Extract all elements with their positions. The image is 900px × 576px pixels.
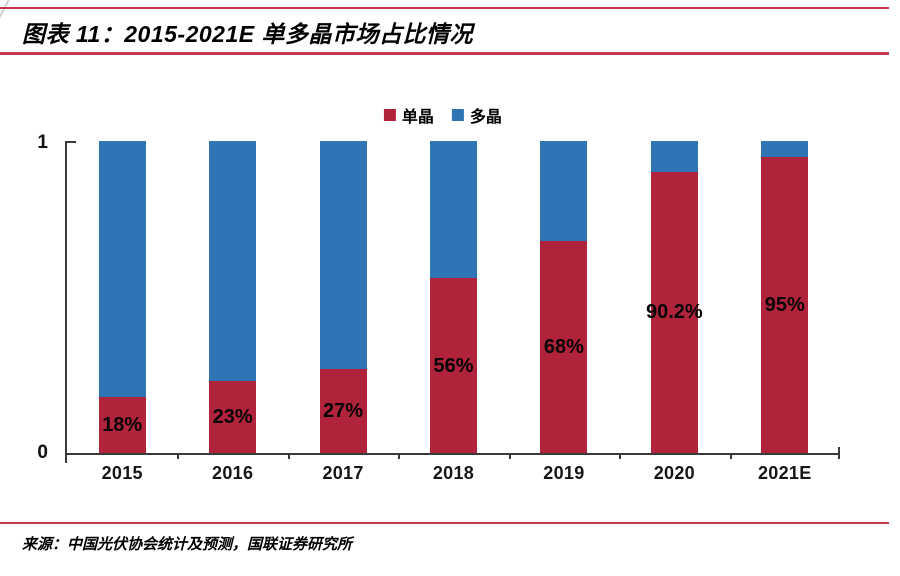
stacked-bar-2019: 68% [540,141,588,453]
legend-label: 多晶 [469,109,502,126]
top-rule-line [0,7,889,9]
stacked-bar-2018: 56% [430,141,477,453]
x-axis-tick [177,453,180,459]
stacked-bar-2017: 27% [319,141,367,453]
x-axis-tick [838,453,840,459]
bar-value-label: 27% [323,399,364,422]
x-axis-label-2017: 2017 [322,463,364,483]
chart-legend: 单晶 多晶 [383,103,502,127]
legend-swatch-icon [451,109,464,121]
mono-segment [430,278,477,453]
x-axis-tick [619,453,622,459]
legend-swatch-icon [383,109,396,121]
poly-segment [430,141,477,279]
x-axis-tick [508,453,511,459]
bar-value-label: 23% [212,406,253,429]
title-separator-line [0,52,889,55]
x-axis-end-cap [838,447,840,453]
mono-segment [761,156,809,453]
stacked-bar-2016: 23% [209,141,257,453]
bar-value-label: 18% [102,413,143,436]
x-axis-label-2021E: 2021E [758,463,812,483]
scan-artifact-mark [0,0,12,23]
mono-segment [209,381,257,453]
legend-label: 单晶 [401,109,434,126]
mono-segment [650,171,698,453]
poly-segment [209,141,257,382]
poly-segment [98,141,146,397]
legend-item-mono: 单晶 [383,103,434,127]
stacked-bar-2015: 18% [98,141,146,453]
y-axis-top-tick [67,141,76,143]
poly-segment [540,141,588,241]
x-axis-label-2015: 2015 [101,463,143,483]
mono-segment [98,396,146,453]
x-axis-tick [287,453,290,459]
stacked-bar-2021E: 95% [761,141,809,453]
source-note: 来源：中国光伏协会统计及预测，国联证券研究所 [22,536,353,553]
bar-value-label: 95% [764,293,805,316]
x-axis-tick [729,453,732,459]
mono-segment [319,368,367,453]
x-axis-label-2018: 2018 [432,463,475,483]
x-axis-tick [398,453,401,459]
x-axis-label-2016: 2016 [212,463,254,483]
bar-value-label: 68% [543,335,584,358]
poly-segment [761,141,809,157]
poly-segment [650,141,698,172]
x-axis-label-2019: 2019 [543,463,585,483]
x-axis-label-2020: 2020 [653,463,695,483]
y-axis-bottom-tail [65,453,67,463]
poly-segment [319,141,367,369]
figure-title: 图表 11：2015-2021E 单多晶市场占比情况 [22,21,473,47]
plot-area: 18% 2015 23% 2016 27% 2017 56% 2018 68% 2019 90.2%… [65,141,840,483]
stacked-bar-2020: 90.2% [646,141,703,453]
y-axis-tick-label-min: 0 [37,442,48,463]
bar-value-label: 90.2% [645,301,703,324]
legend-item-poly: 多晶 [451,103,502,127]
bar-value-label: 56% [433,354,474,377]
footer-separator-line [0,522,889,524]
mono-segment [540,240,588,453]
y-axis-tick-label-max: 1 [37,132,48,153]
